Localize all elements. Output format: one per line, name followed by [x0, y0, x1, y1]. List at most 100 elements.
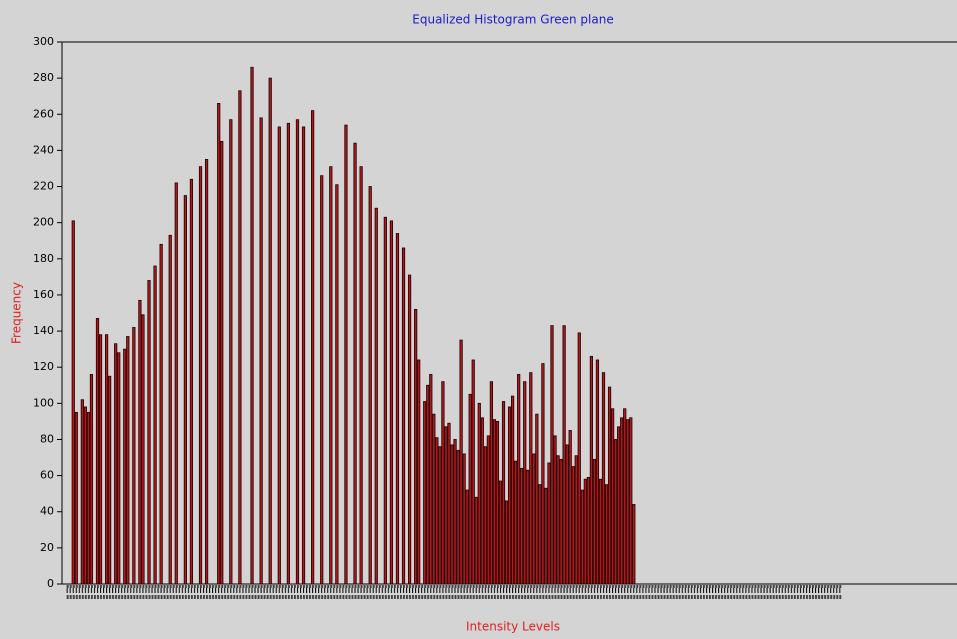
- bar: [501, 401, 506, 585]
- bar: [220, 140, 224, 585]
- bar: [329, 166, 333, 585]
- bar: [295, 119, 300, 585]
- bar: [626, 419, 630, 585]
- bar: [580, 489, 584, 585]
- bar: [383, 216, 387, 585]
- bar: [204, 159, 209, 585]
- bar: [89, 374, 94, 585]
- bar: [141, 314, 145, 585]
- bar: [359, 166, 363, 585]
- bar: [614, 439, 618, 585]
- bar: [532, 453, 536, 585]
- bar: [423, 401, 427, 585]
- bar: [301, 126, 306, 585]
- bar: [268, 77, 272, 585]
- bar: [153, 265, 157, 585]
- bar: [147, 280, 151, 585]
- bar: [514, 460, 518, 585]
- bar: [344, 124, 348, 585]
- bar: [483, 446, 487, 585]
- bar: [632, 504, 636, 585]
- bar: [444, 426, 448, 585]
- bar: [544, 487, 548, 585]
- y-tick-label: 300: [33, 35, 54, 48]
- bar: [480, 417, 484, 585]
- bar: [592, 458, 597, 585]
- bar: [547, 462, 551, 585]
- bar: [556, 455, 560, 585]
- bar: [438, 446, 442, 585]
- bar: [565, 444, 569, 585]
- bar: [117, 352, 121, 585]
- bar: [450, 444, 454, 585]
- bar: [368, 186, 372, 585]
- bar: [492, 419, 497, 585]
- bar: [441, 381, 445, 585]
- bar: [474, 496, 478, 585]
- bar: [571, 466, 575, 585]
- bar: [529, 372, 533, 585]
- bar: [174, 182, 178, 585]
- bar: [108, 375, 112, 585]
- bar: [426, 384, 430, 585]
- x-tick-strip: [66, 585, 842, 599]
- y-tick-label: 40: [40, 505, 54, 518]
- bar: [477, 402, 481, 585]
- bar: [414, 308, 418, 585]
- y-tick-label: 280: [33, 71, 54, 84]
- bar: [71, 220, 75, 585]
- bar: [429, 374, 433, 585]
- bar: [95, 318, 100, 585]
- bar: [495, 420, 500, 585]
- bar: [598, 478, 603, 585]
- bar: [471, 359, 475, 585]
- bar: [453, 439, 457, 585]
- bar: [277, 126, 281, 585]
- bar: [583, 478, 587, 585]
- bar: [435, 437, 439, 585]
- bar: [183, 195, 187, 585]
- bar: [353, 142, 357, 585]
- bar: [286, 122, 290, 585]
- bar: [217, 103, 221, 585]
- bar: [447, 422, 451, 585]
- chart-title: Equalized Histogram Green plane: [412, 13, 613, 27]
- bar: [523, 381, 527, 585]
- bar: [611, 408, 615, 585]
- y-tick-label: 220: [33, 180, 54, 193]
- bar: [407, 274, 412, 585]
- bar: [374, 207, 378, 585]
- bar: [526, 469, 530, 585]
- bar: [559, 458, 563, 585]
- bar: [126, 336, 130, 585]
- bar: [574, 455, 578, 585]
- bar: [198, 166, 203, 585]
- bar: [432, 413, 436, 585]
- bar: [498, 480, 503, 585]
- bar: [517, 374, 521, 585]
- bar: [504, 500, 509, 585]
- bar: [159, 243, 163, 585]
- bar: [320, 175, 324, 585]
- bar: [114, 343, 118, 585]
- bar: [468, 393, 472, 585]
- y-tick-label: 260: [33, 107, 54, 120]
- y-tick-label: 20: [40, 541, 54, 554]
- y-tick-label: 140: [33, 324, 54, 337]
- bar: [607, 386, 612, 585]
- bar: [568, 430, 572, 585]
- y-tick-label: 60: [40, 469, 54, 482]
- bar: [132, 327, 136, 585]
- bar: [629, 417, 633, 585]
- bar: [189, 178, 194, 585]
- y-axis-label: Frequency: [10, 282, 24, 344]
- bar: [98, 334, 103, 585]
- bar: [335, 184, 339, 585]
- bar: [538, 484, 542, 585]
- bar: [389, 220, 394, 585]
- bar: [535, 413, 539, 585]
- x-axis-label: Intensity Levels: [466, 620, 560, 634]
- bar: [601, 372, 606, 585]
- y-tick-label: 160: [33, 288, 54, 301]
